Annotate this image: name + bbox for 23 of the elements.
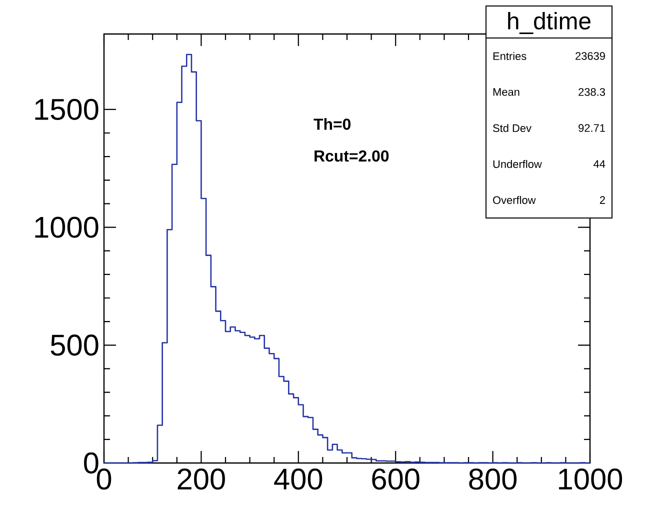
x-tick-label: 800 — [469, 468, 517, 490]
annotation: 23639 — [576, 52, 605, 60]
annotation: Th=0 — [314, 118, 351, 130]
x-tick-label: 400 — [274, 468, 322, 490]
y-tick-label: 500 — [50, 334, 98, 356]
x-tick-label: 0 — [96, 468, 112, 490]
annotation: Std Dev — [493, 124, 532, 132]
text: 44 — [594, 160, 606, 168]
x-tick-label: 1000 — [559, 468, 622, 490]
annotation: 238.3 — [578, 88, 605, 96]
annotation: Entries — [493, 52, 526, 60]
y-tick-label: 1500 — [35, 98, 98, 120]
annotation: Overflow — [493, 196, 536, 204]
annotation: Rcut=2.00 — [314, 150, 389, 162]
y-tick-label: 1000 — [35, 216, 98, 238]
annotation: 92.71 — [578, 124, 605, 132]
x-tick-label: 200 — [178, 468, 225, 490]
y-tick-label: 0 — [84, 452, 98, 474]
text: 2 — [600, 196, 605, 204]
x-tick-label: 600 — [372, 468, 420, 490]
annotation: Mean — [493, 88, 520, 96]
annotation: Underflow — [493, 160, 542, 168]
chart-title: h_dtime — [508, 12, 590, 34]
